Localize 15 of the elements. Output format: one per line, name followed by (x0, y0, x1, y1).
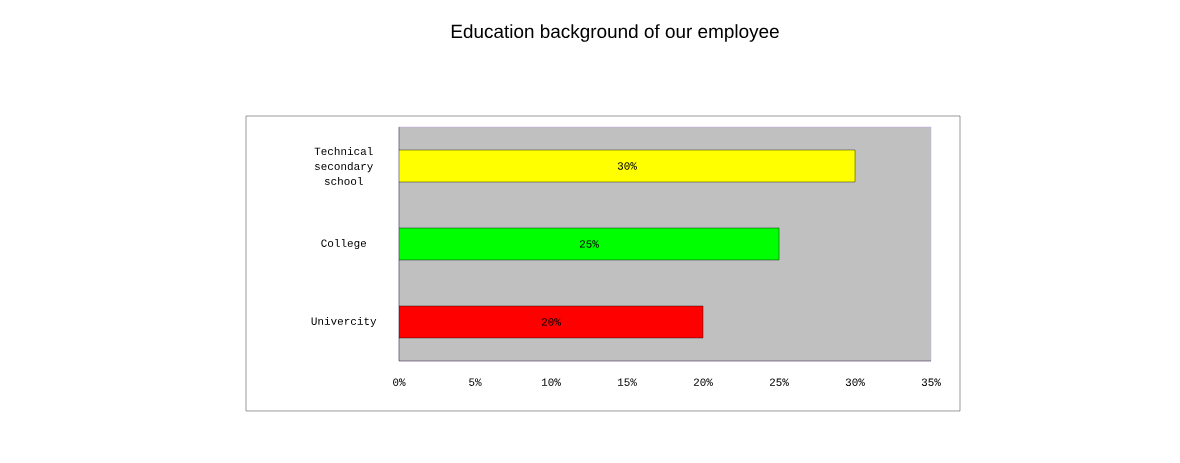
y-tick-label: Technical secondary school (314, 147, 373, 185)
x-tick-label: 35% (921, 378, 941, 386)
x-tick-label: 5% (469, 378, 482, 386)
x-tick-label: 10% (541, 378, 561, 386)
x-tick-label: 20% (693, 378, 713, 386)
chart-title: Education background of our employee (451, 24, 779, 42)
x-tick-label: 30% (845, 378, 865, 386)
y-tick-label: Univercity (311, 316, 377, 328)
x-tick-label: 0% (393, 378, 406, 386)
x-tick-label: 25% (769, 378, 789, 386)
y-tick-label: College (321, 238, 367, 250)
x-tick-label: 15% (617, 378, 637, 386)
data-label: 30% (617, 162, 637, 170)
data-label: 25% (579, 240, 599, 248)
data-label: 20% (541, 318, 561, 326)
